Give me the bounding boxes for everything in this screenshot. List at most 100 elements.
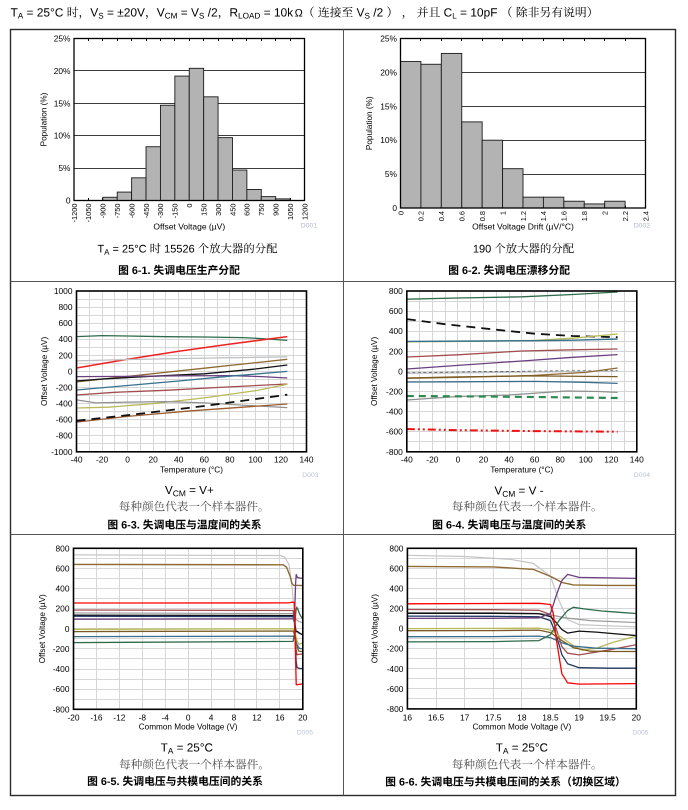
svg-text:0: 0: [456, 455, 461, 465]
svg-text:450: 450: [228, 204, 237, 216]
svg-text:20%: 20%: [380, 67, 397, 77]
svg-text:-150: -150: [171, 204, 180, 219]
svg-text:1: 1: [498, 211, 507, 215]
svg-text:0: 0: [186, 713, 191, 723]
svg-text:19: 19: [574, 713, 584, 723]
svg-text:D003: D003: [302, 472, 318, 479]
svg-text:Offset Voltage (µV): Offset Voltage (µV): [40, 337, 49, 406]
svg-text:400: 400: [56, 584, 70, 594]
svg-text:120: 120: [604, 455, 618, 465]
svg-text:800: 800: [56, 543, 70, 553]
svg-text:5%: 5%: [58, 163, 71, 173]
svg-text:Population (%): Population (%): [40, 92, 49, 146]
svg-text:Offset Voltage (µV): Offset Voltage (µV): [38, 594, 47, 663]
svg-text:140: 140: [300, 455, 314, 465]
svg-text:25%: 25%: [54, 34, 71, 44]
svg-text:-8: -8: [139, 713, 147, 723]
svg-text:200: 200: [389, 604, 403, 614]
svg-text:Offset Voltage Drift (µV/°C): Offset Voltage Drift (µV/°C): [472, 222, 574, 232]
svg-text:Common Mode Voltage (V): Common Mode Voltage (V): [139, 723, 238, 732]
svg-text:-16: -16: [90, 713, 102, 723]
svg-text:Offset Voltage (µV): Offset Voltage (µV): [153, 222, 225, 232]
svg-text:20: 20: [149, 455, 159, 465]
svg-text:20: 20: [298, 713, 308, 723]
svg-text:40: 40: [504, 455, 514, 465]
svg-text:D005: D005: [297, 730, 313, 737]
svg-text:-20: -20: [96, 455, 108, 465]
svg-text:0: 0: [399, 624, 404, 634]
svg-text:0: 0: [65, 624, 70, 634]
svg-text:-800: -800: [56, 431, 73, 441]
svg-text:18: 18: [517, 713, 527, 723]
svg-text:20: 20: [479, 455, 489, 465]
svg-text:100: 100: [248, 455, 262, 465]
svg-text:1000: 1000: [54, 286, 73, 296]
svg-text:60: 60: [200, 455, 210, 465]
svg-text:15%: 15%: [380, 101, 397, 111]
svg-text:0: 0: [125, 455, 130, 465]
svg-text:900: 900: [271, 204, 280, 216]
svg-text:0: 0: [398, 366, 403, 376]
svg-text:-300: -300: [156, 204, 165, 219]
svg-text:140: 140: [630, 455, 644, 465]
svg-text:2.4: 2.4: [641, 211, 650, 221]
svg-text:120: 120: [274, 455, 288, 465]
svg-text:Offset Voltage (µV): Offset Voltage (µV): [370, 337, 379, 406]
svg-text:-400: -400: [386, 407, 403, 417]
svg-text:18.5: 18.5: [542, 713, 559, 723]
svg-text:-12: -12: [113, 713, 125, 723]
svg-text:800: 800: [389, 543, 403, 553]
svg-text:2.2: 2.2: [621, 211, 630, 221]
svg-text:200: 200: [59, 350, 73, 360]
svg-text:80: 80: [225, 455, 235, 465]
svg-text:1.6: 1.6: [560, 211, 569, 221]
svg-text:25%: 25%: [380, 34, 397, 44]
svg-text:600: 600: [389, 306, 403, 316]
svg-text:-40: -40: [401, 455, 413, 465]
svg-text:2: 2: [600, 211, 609, 215]
svg-text:1.2: 1.2: [519, 211, 528, 221]
svg-text:60: 60: [530, 455, 540, 465]
svg-text:800: 800: [389, 286, 403, 296]
svg-text:20%: 20%: [54, 66, 71, 76]
svg-text:800: 800: [59, 302, 73, 312]
svg-text:5%: 5%: [385, 169, 398, 179]
svg-text:100: 100: [579, 455, 593, 465]
svg-text:D005: D005: [632, 730, 648, 737]
svg-text:600: 600: [59, 318, 73, 328]
svg-text:0.6: 0.6: [458, 211, 467, 221]
svg-text:-20: -20: [67, 713, 79, 723]
svg-text:4: 4: [209, 713, 214, 723]
svg-text:1.8: 1.8: [580, 211, 589, 221]
svg-text:Common Mode Voltage (V): Common Mode Voltage (V): [472, 723, 571, 732]
svg-text:-200: -200: [53, 644, 70, 654]
svg-text:Temperature (°C): Temperature (°C): [160, 466, 223, 475]
svg-text:D001: D001: [301, 223, 317, 230]
svg-text:0: 0: [185, 204, 194, 208]
svg-text:600: 600: [389, 563, 403, 573]
svg-text:400: 400: [389, 326, 403, 336]
svg-text:15%: 15%: [54, 98, 71, 108]
svg-text:600: 600: [243, 203, 252, 215]
svg-text:1200: 1200: [300, 204, 309, 220]
svg-text:0: 0: [396, 211, 405, 215]
svg-text:300: 300: [214, 204, 223, 216]
svg-text:19.5: 19.5: [600, 713, 617, 723]
svg-text:-40: -40: [70, 455, 82, 465]
svg-text:Temperature (°C): Temperature (°C): [490, 466, 553, 475]
svg-text:10%: 10%: [380, 135, 397, 145]
svg-text:12: 12: [252, 713, 262, 723]
svg-text:-1200: -1200: [70, 204, 79, 223]
svg-text:400: 400: [389, 583, 403, 593]
svg-text:0: 0: [392, 203, 397, 213]
svg-text:-1050: -1050: [84, 204, 93, 223]
svg-text:D004: D004: [634, 472, 650, 479]
svg-text:8: 8: [232, 713, 237, 723]
svg-text:40: 40: [174, 455, 184, 465]
svg-text:-800: -800: [53, 704, 70, 714]
svg-text:-200: -200: [387, 644, 404, 654]
svg-text:16: 16: [275, 713, 285, 723]
svg-text:-600: -600: [53, 684, 70, 694]
svg-text:-600: -600: [386, 427, 403, 437]
svg-text:1.4: 1.4: [539, 211, 548, 221]
